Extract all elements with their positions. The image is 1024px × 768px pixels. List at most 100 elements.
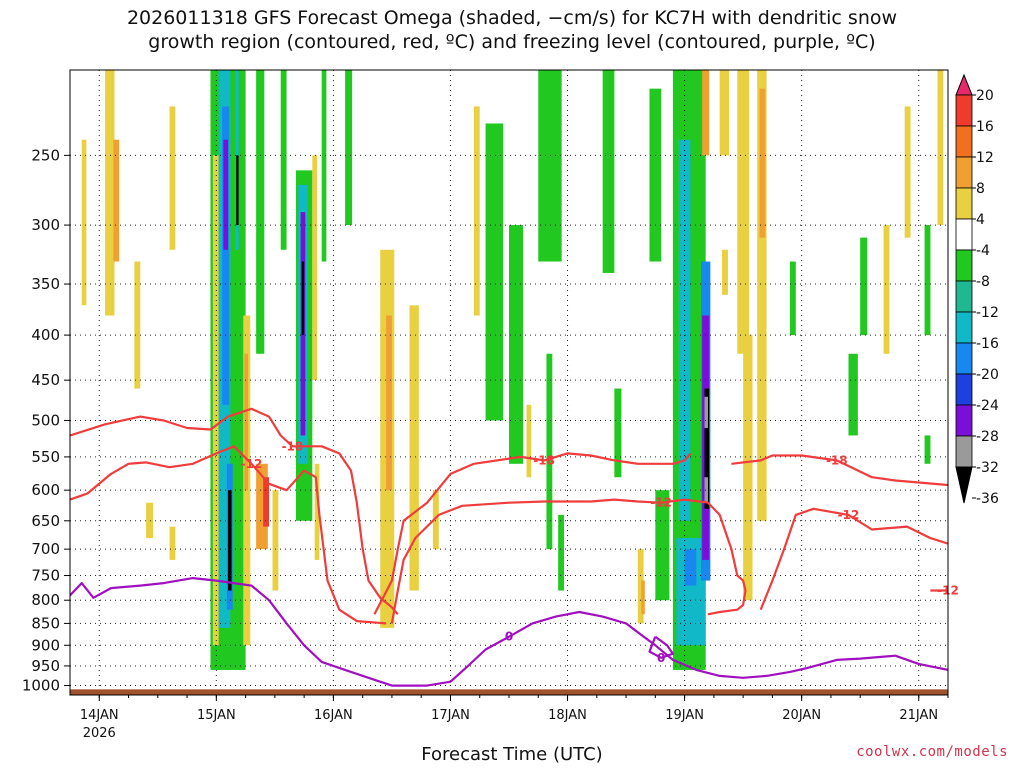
x-tick-label: 16JAN (314, 708, 353, 723)
omega-cell (702, 70, 710, 156)
omega-cell (222, 106, 230, 405)
colorbar-swatch (955, 435, 973, 468)
omega-cell (409, 305, 419, 591)
y-tick-label: 500 (31, 411, 60, 429)
contour-label: 0 (657, 651, 665, 665)
omega-cell (345, 70, 353, 226)
y-tick-label: 750 (31, 567, 60, 585)
colorbar-swatch (955, 404, 973, 437)
colorbar-tick-label: 12 (976, 150, 994, 166)
omega-cell (228, 490, 232, 591)
colorbar-bottom-arrow (955, 466, 973, 504)
colorbar-swatch (955, 249, 973, 282)
contour-label: -18 (533, 453, 555, 467)
omega-cell (704, 396, 709, 429)
omega-cell (759, 88, 766, 238)
omega-cell (614, 388, 622, 478)
omega-cell (757, 70, 767, 521)
omega-cell (538, 70, 562, 262)
freezing-level-contour (70, 577, 948, 687)
omega-cell (321, 70, 327, 262)
omega-cell (848, 353, 858, 436)
omega-cell (386, 315, 392, 491)
omega-cell (263, 477, 270, 527)
dgz-contour (373, 452, 692, 615)
colorbar-tick-label: -16 (976, 336, 999, 352)
omega-cell (169, 106, 176, 250)
omega-cell (113, 139, 120, 262)
omega-cell (558, 514, 565, 591)
omega-cell (105, 70, 115, 316)
contour-label: -12 (838, 508, 860, 522)
omega-cell (924, 225, 931, 336)
y-tick-label: 450 (31, 371, 60, 389)
dgz-contour (70, 445, 387, 625)
omega-cell (432, 490, 439, 550)
x-year-label: 2026 (83, 726, 116, 741)
omega-cell (684, 549, 697, 586)
omega-cell (212, 155, 219, 646)
omega-cell (904, 106, 911, 238)
y-tick-label: 700 (31, 540, 60, 558)
omega-cell (546, 353, 553, 550)
omega-cell (719, 70, 730, 156)
x-tick-label: 14JAN (80, 708, 119, 723)
dgz-contour (731, 454, 948, 487)
omega-cell (314, 463, 320, 560)
omega-cell (883, 225, 890, 354)
omega-cell (134, 261, 141, 389)
colorbar-swatch (955, 311, 973, 344)
omega-cell (602, 70, 615, 273)
y-tick-label: 350 (31, 275, 60, 293)
y-tick-label: 300 (31, 216, 60, 234)
colorbar-tick-label: 8 (976, 181, 985, 197)
y-tick-label: 600 (31, 481, 60, 499)
omega-cell (937, 70, 944, 226)
colorbar-tick-label: -20 (976, 367, 999, 383)
x-tick-label: 20JAN (782, 708, 821, 723)
omega-cell (146, 502, 154, 539)
colorbar-tick-label: 16 (976, 119, 994, 135)
colorbar-tick-label: 20 (976, 88, 994, 104)
x-tick-label: 15JAN (197, 708, 236, 723)
omega-cell (722, 249, 728, 295)
colorbar-swatch (955, 373, 973, 406)
y-tick-label: 950 (31, 657, 60, 675)
x-axis-title: Forecast Time (UTC) (421, 744, 603, 765)
colorbar-top-arrow (955, 73, 973, 96)
omega-cell (256, 463, 268, 550)
colorbar: 20 16 12 8 4 -4 -8 -12 -16 -20 -24 -28 -32 -36 (955, 73, 999, 507)
dgz-contour (759, 507, 948, 611)
colorbar-swatch (955, 125, 973, 158)
credit-link[interactable]: coolwx.com/models (856, 744, 1008, 760)
omega-cell (655, 490, 670, 601)
y-tick-label: 250 (31, 146, 60, 164)
omega-cell (641, 580, 645, 615)
omega-cell (256, 70, 265, 354)
contour-label: -12 (650, 496, 672, 510)
y-tick-label: 1000 (22, 677, 60, 695)
y-axis-ticks: 250 300 350 400 450 500 550 600 650 700 750 800 850 9… (22, 146, 70, 695)
colorbar-tick-label: -12 (976, 305, 999, 321)
omega-cell (312, 155, 318, 381)
x-axis-ticks: 14JAN 15JAN 16JAN 17JAN 18JAN 19JAN 20JAN 21JAN… (80, 695, 949, 741)
colorbar-swatch (955, 156, 973, 189)
contour-lines (70, 407, 948, 687)
contour-label: -18 (826, 453, 848, 467)
y-tick-label: 650 (31, 512, 60, 530)
omega-cell (485, 123, 504, 421)
colorbar-tick-label: -4 (976, 243, 990, 259)
omega-shading (81, 70, 944, 670)
grid-lines (70, 70, 948, 695)
omega-cell (704, 388, 710, 509)
omega-cell (81, 139, 87, 306)
omega-cell (924, 435, 931, 464)
contour-label: 0 (505, 630, 513, 644)
dgz-contour (390, 498, 747, 624)
omega-cell (704, 477, 709, 503)
omega-cell (236, 155, 239, 226)
omega-cell (473, 106, 480, 316)
x-tick-label: 17JAN (431, 708, 470, 723)
y-tick-label: 800 (31, 591, 60, 609)
